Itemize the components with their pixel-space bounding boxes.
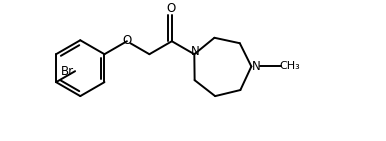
Text: O: O [166,2,176,15]
Text: N: N [252,60,261,73]
Text: CH₃: CH₃ [279,61,300,71]
Text: N: N [191,45,200,58]
Text: Br: Br [61,65,74,78]
Text: O: O [122,34,132,47]
